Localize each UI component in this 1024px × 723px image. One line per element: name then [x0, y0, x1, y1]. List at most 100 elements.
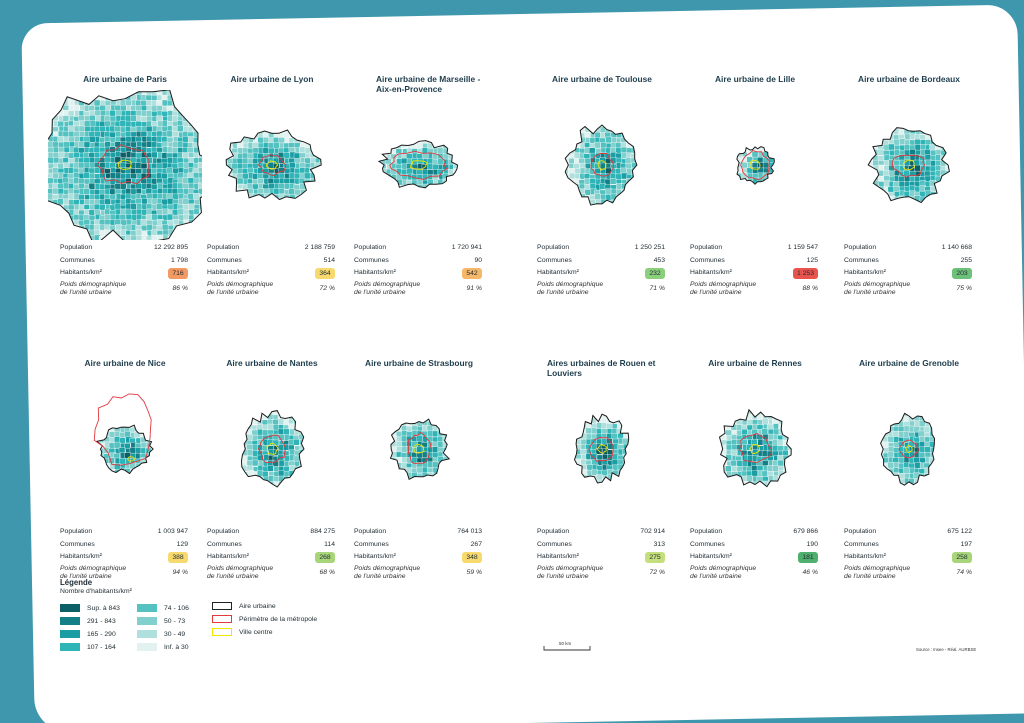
weight-label-line2: de l'unité urbaine	[537, 572, 589, 580]
stats-table: Population 702 914 Communes 313 Habitants/km…	[537, 526, 665, 585]
card-title: Aire urbaine de Marseille - Aix-en-Prove…	[376, 74, 481, 94]
density-badge: 275	[645, 552, 665, 564]
urban-area-card: Aire urbaine de Marseille - Aix-en-Prove…	[354, 74, 484, 296]
legend-class-label: 291 - 843	[87, 618, 116, 625]
stat-row-communes: Communes 129	[60, 539, 188, 552]
density-badge: 716	[168, 268, 188, 280]
stat-row-weight: Poids démographique de l'unité urbaine 59 …	[354, 565, 482, 585]
urban-area-outline	[377, 140, 459, 189]
urban-area-map	[28, 89, 222, 247]
weight-label-line2: de l'unité urbaine	[60, 288, 112, 296]
central-city-outline	[905, 444, 913, 454]
stat-row-communes: Communes 125	[690, 255, 818, 268]
weight-label-line2: de l'unité urbaine	[690, 288, 742, 296]
stat-row-population: Population 675 122	[844, 526, 972, 539]
stat-row-weight: Poids démographique de l'unité urbaine 68 …	[207, 565, 335, 585]
stat-value: 884 275	[310, 528, 335, 535]
weight-label-line1: Poids démographique	[354, 564, 421, 572]
stat-label: Population	[844, 528, 877, 535]
stat-label: Communes	[844, 256, 879, 264]
metropole-perimeter-outline	[588, 437, 614, 462]
urban-area-outline	[573, 413, 630, 484]
weight-label: Poids démographique de l'unité urbaine	[60, 281, 126, 297]
stat-row-density: Habitants/km² 1 253	[690, 267, 818, 280]
stat-row-density: Habitants/km² 181	[690, 551, 818, 564]
stat-label: Population	[354, 528, 387, 535]
weight-label-line1: Poids démographique	[537, 280, 604, 288]
legend-swatch	[137, 604, 157, 612]
urban-area-outline	[240, 410, 305, 488]
weight-label: Poids démographique de l'unité urbaine	[354, 281, 420, 297]
density-mosaic	[226, 130, 322, 200]
stat-label: Habitants/km²	[690, 553, 732, 561]
stat-row-population: Population 702 914	[537, 526, 665, 539]
urban-area-outline	[880, 412, 936, 486]
stat-value: 453	[653, 256, 665, 264]
stat-label: Communes	[354, 540, 389, 548]
legend-class-label: 165 - 290	[87, 631, 116, 638]
density-mosaic	[565, 125, 637, 206]
weight-value: 94 %	[172, 568, 189, 576]
stat-value: 702 914	[640, 528, 665, 535]
map-panel	[525, 90, 679, 240]
stat-value: 255	[960, 256, 972, 264]
weight-label-line2: de l'unité urbaine	[207, 288, 259, 296]
stat-row-communes: Communes 453	[537, 255, 665, 268]
weight-value: 74 %	[956, 568, 973, 576]
density-mosaic	[719, 409, 792, 487]
urban-area-outline	[736, 146, 775, 185]
central-city-outline	[597, 160, 607, 171]
stat-label: Population	[690, 244, 723, 251]
stat-value: 1 798	[170, 256, 188, 264]
stat-row-communes: Communes 114	[207, 539, 335, 552]
urban-area-card: Aire urbaine de Lille Population 1 159 547…	[690, 74, 820, 296]
urban-area-map	[718, 408, 792, 488]
legend-swatch	[60, 643, 80, 651]
stat-label: Communes	[207, 540, 242, 548]
weight-label: Poids démographique de l'unité urbaine	[207, 565, 273, 581]
urban-area-card: Aire urbaine de Toulouse Population 1 250 …	[537, 74, 667, 296]
metropole-perimeter-outline	[257, 434, 287, 464]
stats-table: Population 1 250 251 Communes 453 Habitants/…	[537, 242, 665, 301]
stat-row-population: Population 1 003 947	[60, 526, 188, 539]
stat-label: Habitants/km²	[690, 269, 732, 277]
stat-row-population: Population 1 159 547	[690, 242, 818, 255]
source-note: Source : Insee - Réal. AURBSE	[916, 647, 977, 652]
stat-row-population: Population 884 275	[207, 526, 335, 539]
card-title: Aire urbaine de Bordeaux	[858, 74, 960, 84]
stats-table: Population 2 188 759 Communes 514 Habitants/…	[207, 242, 335, 301]
legend: Légende Nombre d'habitants/km² Sup. à 84…	[60, 578, 360, 658]
density-badge: 542	[462, 268, 482, 280]
weight-label-line1: Poids démographique	[690, 280, 757, 288]
stat-label: Communes	[690, 256, 725, 264]
stat-label: Population	[537, 528, 570, 535]
urban-area-card: Aire urbaine de Bordeaux Population 1 140 …	[844, 74, 974, 296]
urban-area-outline	[95, 424, 154, 475]
urban-area-card: Aire urbaine de Lyon Population 2 188 759 C…	[207, 74, 337, 296]
stats-table: Population 1 159 547 Communes 125 Habitants/…	[690, 242, 818, 301]
central-city-outline	[413, 443, 425, 454]
central-city-outline	[409, 160, 429, 171]
weight-label-line1: Poids démographique	[60, 280, 127, 288]
map-panel	[28, 89, 222, 247]
stat-row-weight: Poids démographique de l'unité urbaine 46 …	[690, 565, 818, 585]
stats-table: Population 1 003 947 Communes 129 Habitants/…	[60, 526, 188, 585]
stats-table: Population 679 866 Communes 190 Habitants/km…	[690, 526, 818, 585]
urban-area-card: Aire urbaine de Grenoble Population 675 12…	[844, 358, 974, 580]
urban-area-map	[389, 418, 451, 481]
urban-area-map	[240, 410, 305, 488]
page-title: Densité de population	[49, 21, 180, 35]
stat-value: 197	[960, 540, 972, 548]
stat-label: Communes	[60, 256, 95, 264]
legend-outline-swatch	[212, 602, 232, 610]
density-badge: 258	[952, 552, 972, 564]
stat-value: 679 866	[793, 528, 818, 535]
weight-label: Poids démographique de l'unité urbaine	[690, 565, 756, 581]
stat-row-density: Habitants/km² 232	[537, 267, 665, 280]
weight-label-line2: de l'unité urbaine	[354, 288, 406, 296]
stat-value: 764 013	[457, 528, 482, 535]
stat-row-density: Habitants/km² 275	[537, 551, 665, 564]
card-title: Aire urbaine de Grenoble	[858, 358, 960, 368]
weight-value: 88 %	[802, 284, 819, 292]
map-panel	[525, 374, 679, 524]
